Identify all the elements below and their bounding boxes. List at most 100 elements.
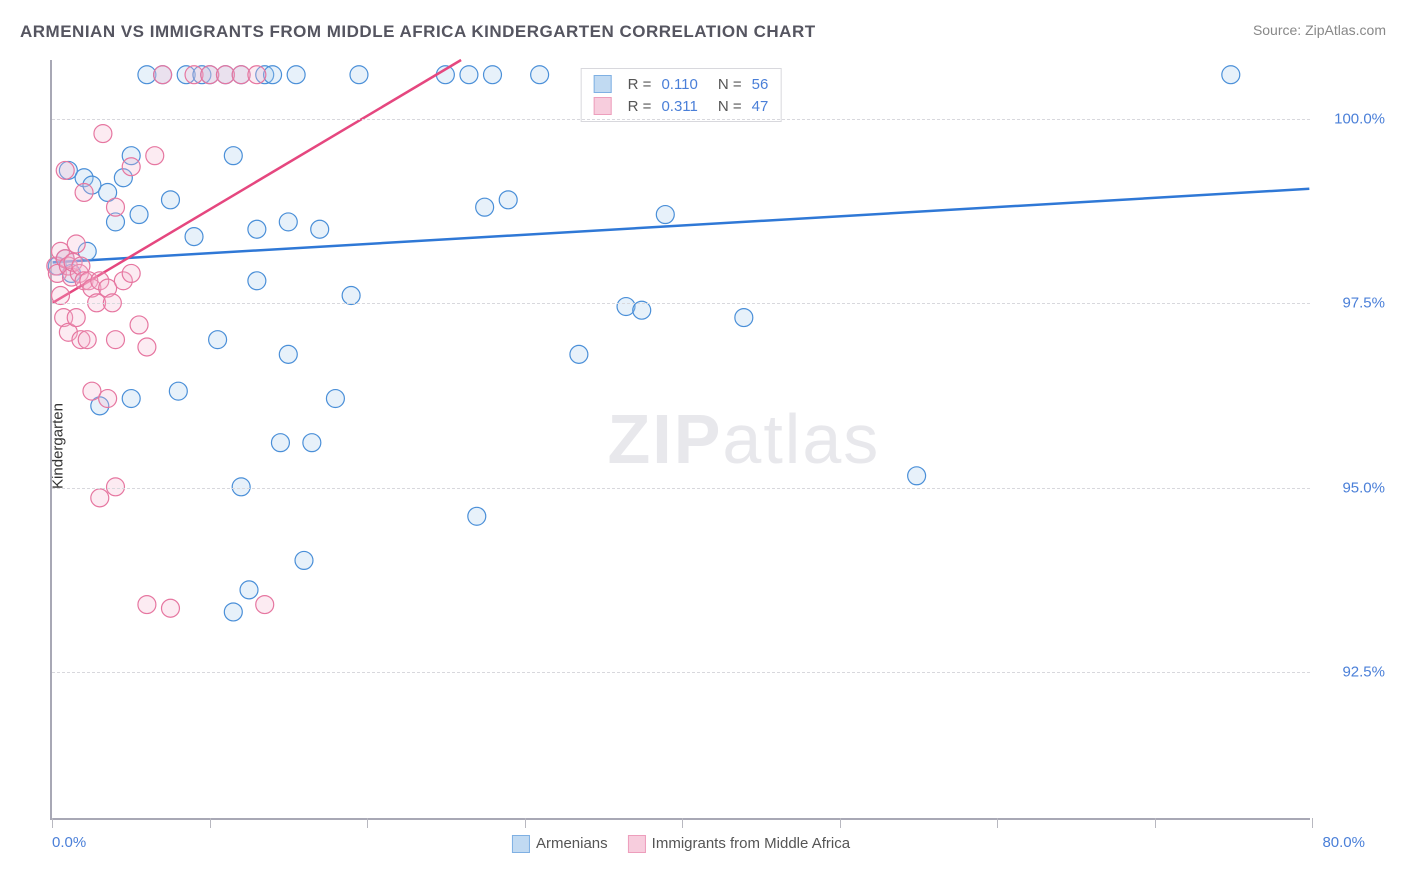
data-point — [67, 235, 85, 253]
legend-r-label: R = — [628, 76, 652, 93]
x-tick — [997, 818, 998, 828]
data-point — [484, 66, 502, 84]
legend-row: R = 0.311 N = 47 — [594, 95, 769, 117]
data-point — [499, 191, 517, 209]
x-tick — [210, 818, 211, 828]
data-point — [460, 66, 478, 84]
data-point — [232, 478, 250, 496]
data-point — [99, 390, 117, 408]
x-tick — [682, 818, 683, 828]
plot-area: ZIPatlas R = 0.110N = 56R = 0.311N = 47 … — [50, 60, 1310, 820]
data-point — [295, 551, 313, 569]
series-legend: Armenians Immigrants from Middle Africa — [512, 835, 850, 853]
legend-swatch — [594, 97, 612, 115]
data-point — [52, 287, 70, 305]
data-point — [240, 581, 258, 599]
data-point — [209, 331, 227, 349]
gridline — [52, 488, 1310, 489]
legend-swatch — [512, 835, 530, 853]
x-axis-min-label: 0.0% — [52, 834, 86, 851]
data-point — [138, 338, 156, 356]
data-point — [224, 147, 242, 165]
x-tick — [525, 818, 526, 828]
data-point — [326, 390, 344, 408]
data-point — [617, 298, 635, 316]
trend-line — [53, 60, 461, 303]
correlation-legend: R = 0.110 N = 56 R = 0.311 N = 47 — [581, 68, 782, 122]
data-point — [91, 489, 109, 507]
x-tick — [52, 818, 53, 828]
chart-container: ARMENIAN VS IMMIGRANTS FROM MIDDLE AFRIC… — [0, 0, 1406, 892]
legend-n-value: 56 — [752, 76, 769, 93]
data-point — [476, 198, 494, 216]
data-point — [169, 382, 187, 400]
data-point — [122, 264, 140, 282]
data-point — [311, 220, 329, 238]
data-point — [75, 183, 93, 201]
data-point — [107, 478, 125, 496]
data-point — [570, 345, 588, 363]
gridline — [52, 119, 1310, 120]
data-point — [248, 272, 266, 290]
x-tick — [1312, 818, 1313, 828]
data-point — [287, 66, 305, 84]
legend-item: Armenians — [512, 835, 608, 853]
data-point — [908, 467, 926, 485]
y-tick-label: 97.5% — [1342, 295, 1385, 312]
x-tick — [1155, 818, 1156, 828]
legend-item: Immigrants from Middle Africa — [628, 835, 850, 853]
data-point — [248, 66, 266, 84]
legend-r-value: 0.311 — [661, 98, 697, 115]
data-point — [122, 158, 140, 176]
data-point — [1222, 66, 1240, 84]
gridline — [52, 672, 1310, 673]
data-point — [256, 596, 274, 614]
data-point — [185, 228, 203, 246]
x-tick — [367, 818, 368, 828]
data-point — [154, 66, 172, 84]
legend-n-label: N = — [718, 98, 742, 115]
x-tick — [840, 818, 841, 828]
data-point — [67, 309, 85, 327]
data-point — [350, 66, 368, 84]
data-point — [248, 220, 266, 238]
data-point — [279, 213, 297, 231]
gridline — [52, 303, 1310, 304]
y-tick-label: 92.5% — [1342, 664, 1385, 681]
data-point — [303, 434, 321, 452]
trend-line — [53, 189, 1310, 263]
data-point — [107, 198, 125, 216]
scatter-svg — [52, 60, 1310, 818]
legend-n-value: 47 — [752, 98, 769, 115]
data-point — [224, 603, 242, 621]
legend-row: R = 0.110 N = 56 — [594, 73, 769, 95]
data-point — [279, 345, 297, 363]
data-point — [107, 331, 125, 349]
legend-swatch — [628, 835, 646, 853]
data-point — [78, 331, 96, 349]
legend-swatch — [594, 75, 612, 93]
y-tick-label: 100.0% — [1334, 111, 1385, 128]
data-point — [735, 309, 753, 327]
data-point — [161, 191, 179, 209]
data-point — [94, 125, 112, 143]
legend-r-value: 0.110 — [661, 76, 697, 93]
data-point — [161, 599, 179, 617]
data-point — [271, 434, 289, 452]
data-point — [56, 161, 74, 179]
data-point — [656, 206, 674, 224]
legend-n-label: N = — [718, 76, 742, 93]
x-axis-max-label: 80.0% — [1322, 834, 1365, 851]
legend-label: Immigrants from Middle Africa — [652, 835, 850, 852]
data-point — [531, 66, 549, 84]
data-point — [342, 287, 360, 305]
data-point — [130, 206, 148, 224]
data-point — [122, 390, 140, 408]
legend-r-label: R = — [628, 98, 652, 115]
chart-title: ARMENIAN VS IMMIGRANTS FROM MIDDLE AFRIC… — [20, 22, 816, 42]
data-point — [468, 507, 486, 525]
legend-label: Armenians — [536, 835, 608, 852]
data-point — [146, 147, 164, 165]
source-label: Source: ZipAtlas.com — [1253, 22, 1386, 38]
data-point — [130, 316, 148, 334]
